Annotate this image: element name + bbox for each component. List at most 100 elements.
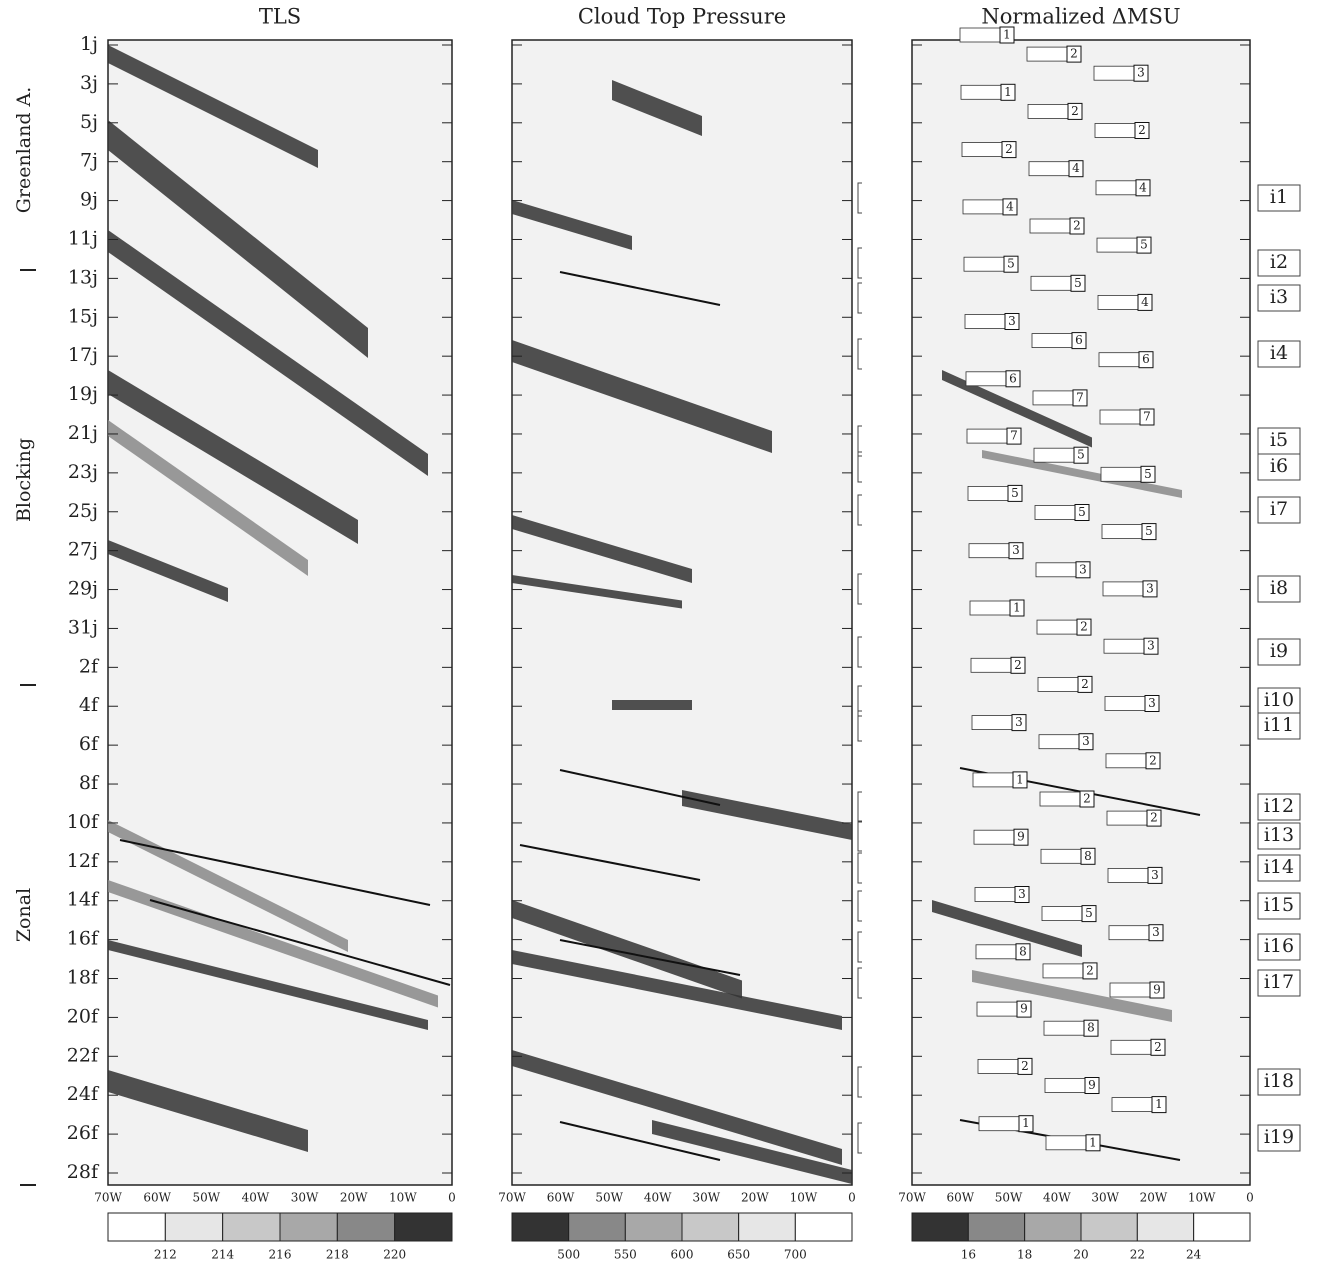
marker-label: 4 [1072,161,1080,175]
marker-label: 5 [1140,238,1148,252]
date-label: 24f [67,1083,100,1105]
colorbar-cell [624,1212,683,1242]
marker-num-box [1000,83,1016,101]
marker-label: 3 [1148,696,1156,710]
marker-label: 6 [1075,333,1083,347]
marker-num-box [1013,828,1029,846]
marker-label: 6 [1142,352,1150,366]
marker-num-box [1001,141,1017,159]
event-label: i13 [1264,824,1294,846]
marker-num-box [1015,943,1031,961]
marker-num-box [1005,370,1021,388]
marker-num-box [1003,255,1019,273]
marker-num-box [1145,752,1161,770]
marker-label: 9 [1017,830,1025,844]
contour-shade [612,80,702,136]
x-tick-label: 50W [192,1191,220,1205]
marker-num-box [1067,102,1083,120]
x-tick-label: 30W [291,1191,319,1205]
x-tick-label: 40W [242,1191,270,1205]
colorbar-cell [394,1212,453,1242]
contour-shade [108,120,368,358]
marker-num-box [1146,809,1162,827]
marker-num-box [1082,962,1098,980]
marker-num-box [1147,866,1163,884]
event-bracket [857,1066,862,1098]
marker-num-box [1073,446,1089,464]
contour-shade [612,700,692,710]
contour-shade [932,900,1082,957]
event-label: i14 [1264,856,1294,878]
event-label: i16 [1264,935,1294,957]
trend-line [559,769,721,806]
x-tick-label: 50W [595,1191,623,1205]
marker-num-box [1144,695,1160,712]
trend-line [559,939,741,976]
colorbar-cell [1024,1212,1082,1242]
date-label: 3j [80,72,98,94]
date-label: 12f [67,850,100,872]
x-tick-label: 20W [741,1191,769,1205]
colorbar-label: 500 [557,1248,580,1262]
event-label: i5 [1270,429,1288,451]
marker-num-box [1133,64,1149,82]
marker-num-box [1077,675,1093,693]
marker-num-box [1085,1134,1101,1152]
marker-label: 2 [1021,1059,1029,1073]
marker-label: 1 [1155,1097,1163,1111]
marker-num-box [1008,542,1024,560]
contour-shade [108,370,358,544]
event-bracket [857,1122,862,1154]
x-tick-label: 20W [1140,1191,1168,1205]
event-bracket [857,494,862,526]
x-tick-label: 20W [340,1191,368,1205]
date-label: 6f [79,733,100,755]
colorbar-cell [911,1212,969,1242]
event-bracket [857,820,862,852]
contour-shade [108,940,428,1030]
event-bracket [857,791,862,823]
colorbar-cell [681,1212,740,1242]
marker-num-box [1011,714,1027,732]
event-bracket [857,636,862,668]
colorbar-cell [511,1212,570,1242]
marker-num-box [1009,599,1025,617]
event-box [1257,1124,1301,1152]
event-bracket [857,710,862,742]
date-label: 27j [68,539,98,561]
contour-shade [108,540,228,602]
event-label: i3 [1270,286,1288,308]
marker-label: 5 [1085,906,1093,920]
date-label: 25j [68,500,98,522]
contour-shade [108,45,318,168]
contour-shade [512,900,742,999]
marker-label: 5 [1074,276,1082,290]
marker-label: 3 [1015,715,1023,729]
marker-label: 3 [1151,868,1159,882]
panel-title: TLS [259,5,301,29]
date-label: 22f [67,1044,100,1066]
marker-num-box [1078,733,1094,751]
regime-label: Blocking [13,438,35,522]
marker-label: 5 [1011,486,1019,500]
event-label: i19 [1264,1126,1294,1148]
event-box [1257,793,1301,821]
marker-label: 1 [1013,601,1021,615]
marker-num-box [1151,1096,1167,1114]
event-label: i2 [1270,251,1288,273]
colorbar-cell [164,1212,224,1242]
event-label: i4 [1270,342,1288,364]
marker-label: 9 [1088,1078,1096,1092]
contour-shade [512,575,682,609]
event-bracket [857,967,862,999]
event-box [1257,892,1301,920]
event-label: i15 [1264,894,1294,916]
event-bracket [857,425,862,457]
colorbar-cell [1193,1212,1251,1242]
colorbar-cell [1136,1212,1195,1242]
event-label: i1 [1270,186,1288,208]
event-label: i11 [1264,714,1294,736]
colorbar-label: 550 [614,1248,637,1262]
event-bracket [857,685,862,717]
date-label: 20f [67,1005,100,1027]
